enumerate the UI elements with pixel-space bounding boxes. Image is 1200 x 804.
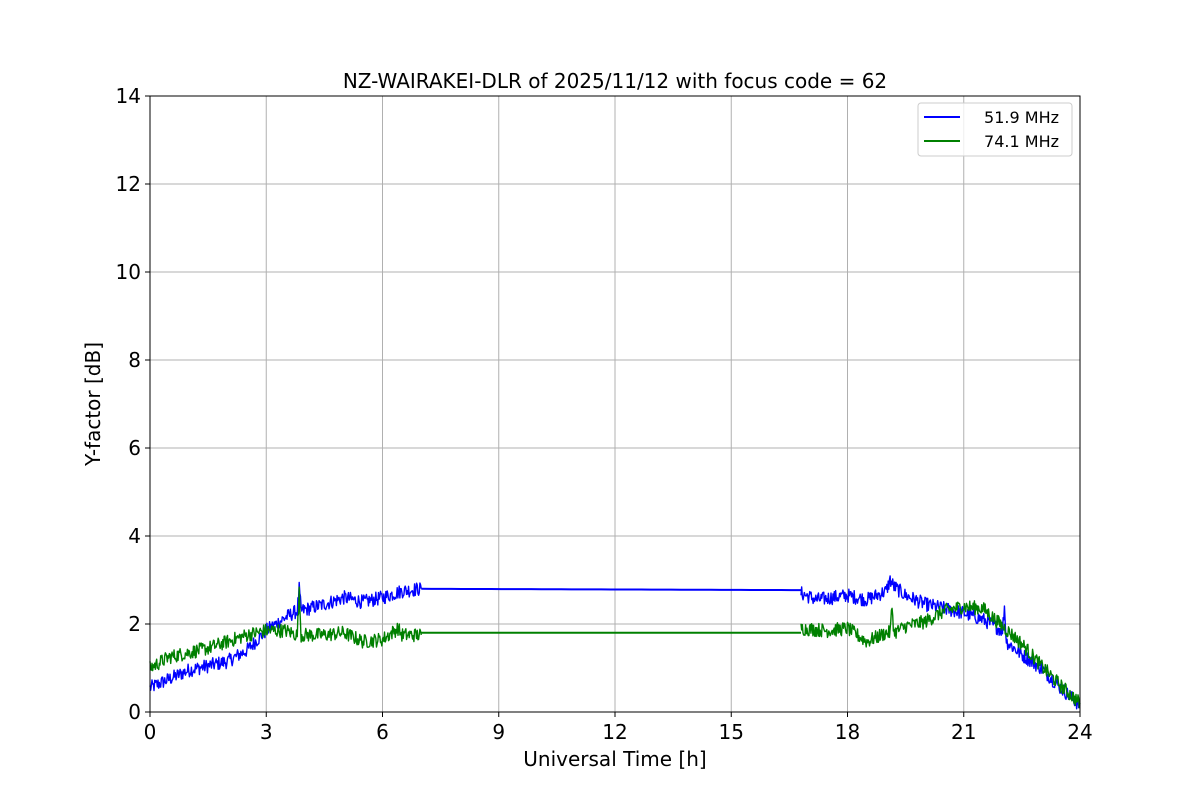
y-axis-label: Y-factor [dB] <box>81 342 105 467</box>
y-tick-label: 4 <box>128 524 141 548</box>
x-tick-label: 15 <box>719 720 744 744</box>
x-tick-label: 3 <box>260 720 273 744</box>
legend-label-51-9-mhz: 51.9 MHz <box>984 108 1059 127</box>
x-tick-label: 12 <box>602 720 627 744</box>
x-tick-label: 24 <box>1067 720 1092 744</box>
y-tick-label: 0 <box>128 700 141 724</box>
y-tick-label: 14 <box>116 84 141 108</box>
x-tick-label: 6 <box>376 720 389 744</box>
y-tick-label: 6 <box>128 436 141 460</box>
legend-label-74-1-mhz: 74.1 MHz <box>984 132 1059 151</box>
y-tick-label: 12 <box>116 172 141 196</box>
x-tick-label: 9 <box>492 720 505 744</box>
y-tick-label: 2 <box>128 612 141 636</box>
chart-title: NZ-WAIRAKEI-DLR of 2025/11/12 with focus… <box>343 69 887 93</box>
x-tick-label: 0 <box>144 720 157 744</box>
x-tick-label: 21 <box>951 720 976 744</box>
series-layer <box>149 575 1081 710</box>
x-tick-label: 18 <box>835 720 860 744</box>
legend: 51.9 MHz 74.1 MHz <box>917 102 1073 157</box>
x-axis-label: Universal Time [h] <box>523 747 706 771</box>
y-tick-label: 10 <box>116 260 141 284</box>
series-line-51-9-mhz-segment-1 <box>149 581 422 692</box>
series-line-51-9-mhz-segment-2 <box>421 587 802 592</box>
y-tick-label: 8 <box>128 348 141 372</box>
series-line-74-1-mhz-segment-3 <box>800 600 1081 709</box>
series-line-74-1-mhz-segment-1 <box>149 586 422 672</box>
